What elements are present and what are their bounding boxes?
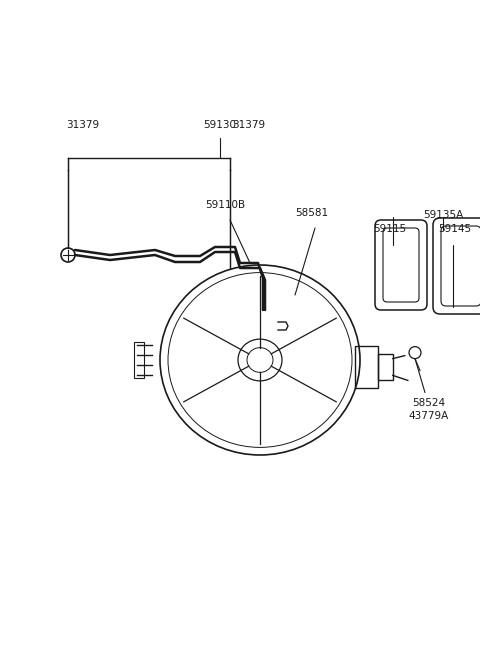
- Bar: [378, 354, 393, 380]
- Text: 31379: 31379: [232, 120, 265, 130]
- Text: 43779A: 43779A: [409, 411, 449, 420]
- Text: 58581: 58581: [295, 208, 329, 218]
- Text: 59145: 59145: [438, 224, 471, 234]
- Text: 59135A: 59135A: [423, 210, 463, 220]
- Text: 31379: 31379: [66, 120, 99, 130]
- Text: 59115: 59115: [373, 224, 407, 234]
- Text: 59110B: 59110B: [205, 200, 245, 210]
- Bar: [355, 346, 378, 388]
- Bar: [134, 342, 144, 378]
- Text: 59130: 59130: [204, 120, 237, 130]
- Text: 58524: 58524: [412, 397, 445, 407]
